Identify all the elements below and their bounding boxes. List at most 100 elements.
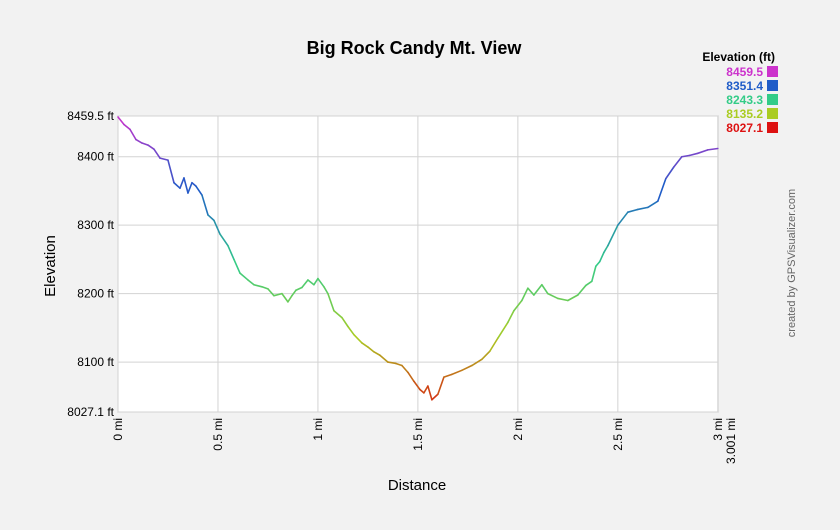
elevation-segment: [173, 181, 181, 190]
legend-entry-label: 8135.2: [726, 107, 763, 121]
y-tick-label: 8100 ft: [77, 355, 114, 369]
elevation-segment: [123, 123, 131, 131]
elevation-segment: [577, 284, 587, 296]
elevation-segment: [267, 288, 275, 297]
x-axis-label: Distance: [388, 477, 446, 494]
elevation-segment: [307, 279, 315, 286]
elevation-segment: [353, 333, 363, 344]
x-tick-label: 2.5 mi: [611, 418, 625, 451]
elevation-segment: [607, 224, 619, 247]
legend-swatch: [767, 108, 778, 119]
elevation-series: [117, 116, 719, 401]
elevation-segment: [595, 260, 601, 268]
y-tick-labels: 8459.5 ft 8400 ft 8300 ft 8200 ft 8100 ft 802…: [67, 109, 114, 419]
elevation-segment: [341, 316, 349, 328]
elevation-segment: [617, 211, 629, 226]
elevation-segment: [513, 299, 523, 312]
y-tick-label: 8300 ft: [77, 218, 114, 232]
x-tick-labels: 0 mi 0.5 mi 1 mi 1.5 mi 2 mi 2.5 mi 3 mi 3.001 …: [111, 418, 738, 464]
elevation-segment: [187, 181, 193, 194]
elevation-segment: [423, 385, 429, 394]
elevation-segment: [367, 346, 375, 353]
elevation-segment: [153, 148, 161, 159]
elevation-segment: [129, 128, 137, 141]
elevation-segment: [527, 287, 535, 296]
elevation-segment: [273, 292, 283, 297]
elevation-segment: [147, 144, 155, 151]
credit-text: created by GPSVisualizer.com: [786, 189, 798, 337]
elevation-segment: [247, 279, 255, 286]
elevation-segment: [167, 159, 175, 184]
elevation-segment: [541, 283, 549, 295]
x-tick-label: 3 mi: [711, 418, 725, 441]
elevation-segment: [603, 244, 609, 254]
elevation-segment: [301, 279, 309, 289]
elevation-segment: [401, 364, 409, 374]
elevation-segment: [443, 373, 453, 378]
legend-entry-label: 8351.4: [726, 79, 763, 93]
legend-swatch: [767, 80, 778, 91]
elevation-segment: [253, 283, 263, 288]
elevation-segment: [657, 177, 667, 203]
elevation-segment: [437, 376, 445, 396]
elevation-segment: [427, 385, 433, 401]
legend-entry-label: 8243.3: [726, 93, 763, 107]
elevation-segment: [373, 351, 381, 357]
elevation-segment: [497, 321, 509, 339]
elevation-segment: [395, 362, 403, 367]
grid-lines: [117, 115, 719, 413]
elevation-segment: [195, 185, 203, 196]
elevation-segment: [207, 214, 215, 222]
elevation-segment: [673, 155, 683, 168]
elevation-segment: [219, 233, 229, 247]
y-tick-label: 8459.5 ft: [67, 109, 114, 123]
elevation-segment: [627, 208, 639, 213]
elevation-segment: [239, 272, 249, 281]
elevation-segment: [287, 294, 293, 303]
elevation-segment: [227, 244, 235, 261]
y-tick-label: 8400 ft: [77, 150, 114, 164]
y-tick-label: 8200 ft: [77, 287, 114, 301]
elevation-segment: [347, 325, 355, 336]
elevation-segment: [681, 154, 691, 158]
elevation-segment: [379, 354, 389, 363]
elevation-segment: [361, 342, 369, 348]
legend-entry-label: 8459.5: [726, 65, 763, 79]
legend-swatch: [767, 94, 778, 105]
elevation-segment: [179, 177, 185, 190]
elevation-segment: [591, 265, 597, 283]
elevation-segment: [689, 152, 699, 157]
x-tick-label: 1.5 mi: [411, 418, 425, 451]
legend-swatch: [767, 66, 778, 77]
elevation-segment: [647, 200, 659, 209]
x-tick-label: 1 mi: [311, 418, 325, 441]
elevation-segment: [521, 287, 529, 302]
elevation-segment: [233, 258, 241, 274]
elevation-segment: [135, 138, 143, 144]
elevation-segment: [213, 219, 221, 235]
elevation-segment: [323, 285, 329, 295]
elevation-segment: [481, 350, 491, 361]
elevation-segment: [317, 277, 325, 288]
x-tick-label: 2 mi: [511, 418, 525, 441]
elevation-segment: [327, 292, 335, 312]
elevation-segment: [419, 388, 425, 394]
elevation-segment: [599, 251, 605, 263]
y-tick-label: 8027.1 ft: [67, 405, 114, 419]
elevation-segment: [461, 364, 473, 372]
legend-swatch: [767, 122, 778, 133]
elevation-segment: [291, 289, 297, 297]
elevation-segment: [183, 177, 189, 194]
elevation-segment: [117, 116, 125, 126]
elevation-segment: [387, 361, 397, 365]
elevation-segment: [489, 337, 499, 352]
elevation-segment: [281, 292, 289, 303]
elevation-segment: [313, 277, 319, 286]
elevation-segment: [471, 358, 483, 367]
elevation-segment: [413, 380, 421, 391]
elevation-segment: [431, 393, 439, 401]
y-axis-label: Elevation: [42, 235, 59, 297]
elevation-segment: [533, 283, 543, 296]
